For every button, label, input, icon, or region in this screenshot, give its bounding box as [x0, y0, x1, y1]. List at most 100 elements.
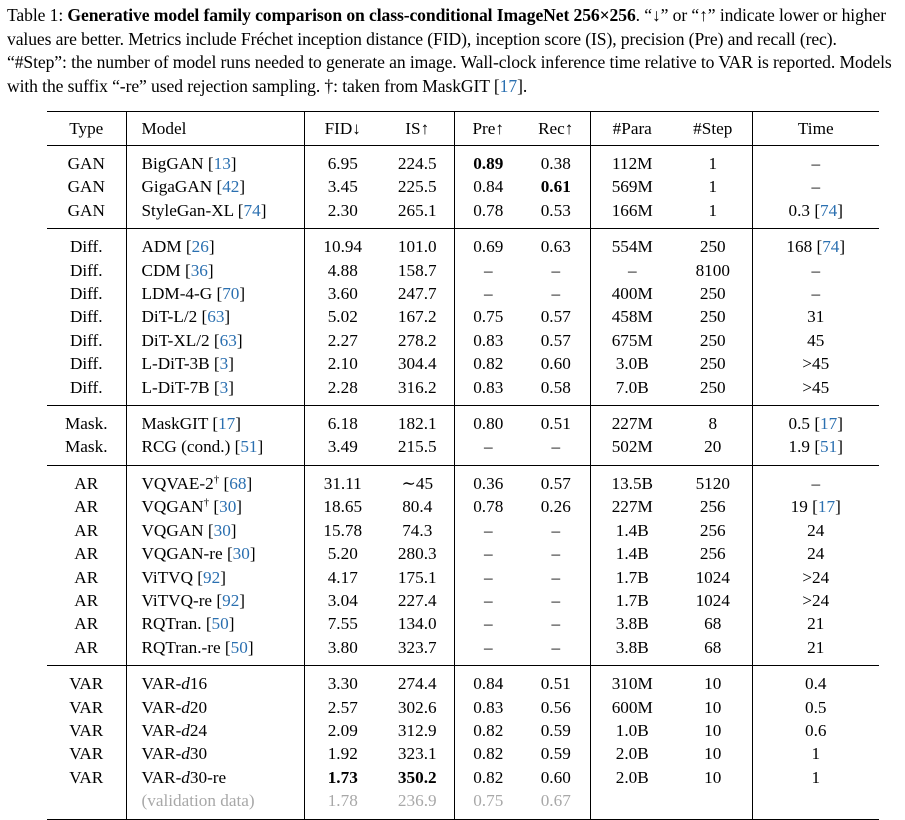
citation-link[interactable]: 74 — [822, 237, 840, 257]
spacer-cell — [589, 659, 674, 666]
spacer-cell — [589, 229, 674, 236]
citation-link[interactable]: 26 — [191, 237, 209, 257]
citation-link[interactable]: 74 — [243, 200, 261, 220]
cell-is: 350.2 — [397, 767, 437, 787]
group-spacer — [47, 666, 879, 673]
cell-rec: – — [551, 260, 561, 280]
citation-link[interactable]: 30 — [219, 497, 237, 517]
citation-link[interactable]: 68 — [229, 473, 247, 493]
divider-cell — [751, 665, 879, 667]
citation-link[interactable]: 13 — [213, 154, 231, 173]
citation-link[interactable]: 92 — [203, 567, 221, 587]
cell-model: VAR-d20 — [125, 695, 304, 719]
citation-link[interactable]: 3 — [219, 354, 229, 374]
cell-pre: 0.75 — [453, 789, 522, 813]
table-row: AR ViTVQ-re [92] 3.04 227.4– –1.7B 1024 >24 — [47, 588, 879, 613]
citation-link[interactable]: 50 — [230, 637, 248, 657]
cell-type: Diff. — [69, 260, 103, 280]
cell-time: 24 — [751, 542, 879, 566]
cell-is: 316.2 — [397, 377, 437, 397]
citation-link[interactable]: 17 — [817, 497, 836, 517]
cell-para: 1.0B — [589, 718, 674, 743]
cell-para: 569M — [589, 175, 674, 199]
divider-cell — [522, 665, 590, 667]
citation-link[interactable]: 36 — [190, 260, 208, 280]
cell-step: 256 — [699, 544, 726, 564]
table-row: Diff. L-DiT-3B [3] 2.10 304.4 0.82 0.60 3.0B 25… — [47, 352, 879, 376]
cell-type: AR — [74, 497, 99, 517]
model-name: L-DiT-7B — [141, 377, 210, 397]
cell-para: 112M — [589, 152, 674, 176]
divider-cell — [589, 145, 674, 152]
spacer-cell — [751, 812, 879, 819]
model-depth-symbol: d — [181, 744, 190, 764]
cell-rec: – — [551, 614, 561, 634]
model-name: VAR- — [141, 674, 182, 694]
cell-fid: 2.30 — [303, 198, 381, 223]
model-name: ADM — [141, 237, 182, 257]
cell-type: VAR — [69, 720, 104, 740]
cell-rec: 0.26 — [540, 497, 571, 517]
cell-is: 280.3 — [397, 544, 437, 564]
table-caption: Table 1: Generative model family compari… — [7, 4, 900, 98]
cell-is: 265.1 — [397, 200, 437, 220]
cell-rec: 0.56 — [540, 697, 571, 717]
cell-para — [589, 789, 674, 813]
divider-cell — [589, 405, 674, 407]
citation-link[interactable]: 30 — [213, 520, 231, 540]
citation-link[interactable]: 3 — [219, 377, 229, 397]
spacer-cell — [453, 222, 522, 229]
spacer-cell — [589, 666, 674, 673]
cell-pre: 0.83 — [453, 375, 522, 400]
cell-time: – — [751, 282, 879, 306]
divider-cell — [303, 465, 381, 466]
divider-cell — [47, 665, 126, 667]
table-row: VAR VAR-d24 2.09 312.9 0.82 0.59 1.0B 10 0.6 — [47, 718, 879, 743]
cell-pre: – — [453, 258, 522, 283]
cell-step: 256 — [699, 520, 726, 540]
spacer-cell — [453, 229, 522, 236]
cell-step: 68 — [704, 614, 722, 634]
cell-rec: 0.58 — [540, 377, 571, 397]
cell-type: GAN — [67, 200, 105, 220]
group-spacer — [47, 406, 879, 413]
cell-is: 101.0 — [397, 237, 437, 257]
cell-para: 458M — [589, 305, 674, 329]
divider-cell — [47, 145, 126, 152]
citation-link[interactable]: 63 — [219, 330, 237, 350]
citation-link[interactable]: 51 — [240, 437, 258, 457]
divider-cell — [303, 145, 381, 152]
cell-type: GAN — [67, 154, 105, 173]
model-name: (validation data) — [141, 791, 255, 811]
citation-link[interactable]: 30 — [232, 544, 250, 564]
cell-fid: 1.73 — [303, 765, 381, 790]
cell-pre: 0.36 — [453, 471, 522, 496]
citation-link[interactable]: 70 — [222, 284, 240, 304]
cell-pre: 0.78 — [453, 198, 522, 223]
citation-link[interactable]: 42 — [222, 177, 240, 197]
header-type: Type — [69, 119, 104, 138]
cell-model: DiT-L/2 [63] — [125, 305, 304, 329]
citation-link[interactable]: 17 — [820, 414, 838, 434]
cell-time: 31 — [751, 305, 879, 329]
divider-cell — [125, 665, 304, 667]
cell-model: VQGAN [30] — [125, 518, 304, 543]
cell-time: – — [751, 258, 879, 283]
cell-model: RQTran.-re [50] — [125, 635, 304, 660]
table-row: VAR VAR-d30 1.92 323.1 0.82 0.59 2.0B 10 1 — [47, 742, 879, 766]
spacer-cell — [125, 229, 304, 236]
citation-link[interactable]: 17 — [218, 414, 236, 434]
caption-ref-link[interactable]: 17 — [499, 75, 518, 96]
model-depth: 30-re — [189, 767, 227, 787]
citation-link[interactable]: 74 — [820, 200, 838, 220]
table-row: GAN BigGAN [13] 6.95 224.5 0.89 0.38 112M 1 – — [47, 152, 879, 176]
spacer-cell — [589, 812, 674, 819]
cell-fid: 2.27 — [303, 328, 381, 353]
cell-para: 227M — [589, 412, 674, 436]
citation-link[interactable]: 92 — [222, 590, 240, 610]
citation-link[interactable]: 63 — [207, 307, 225, 327]
citation-link[interactable]: 50 — [211, 614, 229, 634]
citation-link[interactable]: 51 — [820, 437, 838, 457]
spacer-cell — [751, 229, 879, 236]
divider-cell — [381, 228, 454, 230]
